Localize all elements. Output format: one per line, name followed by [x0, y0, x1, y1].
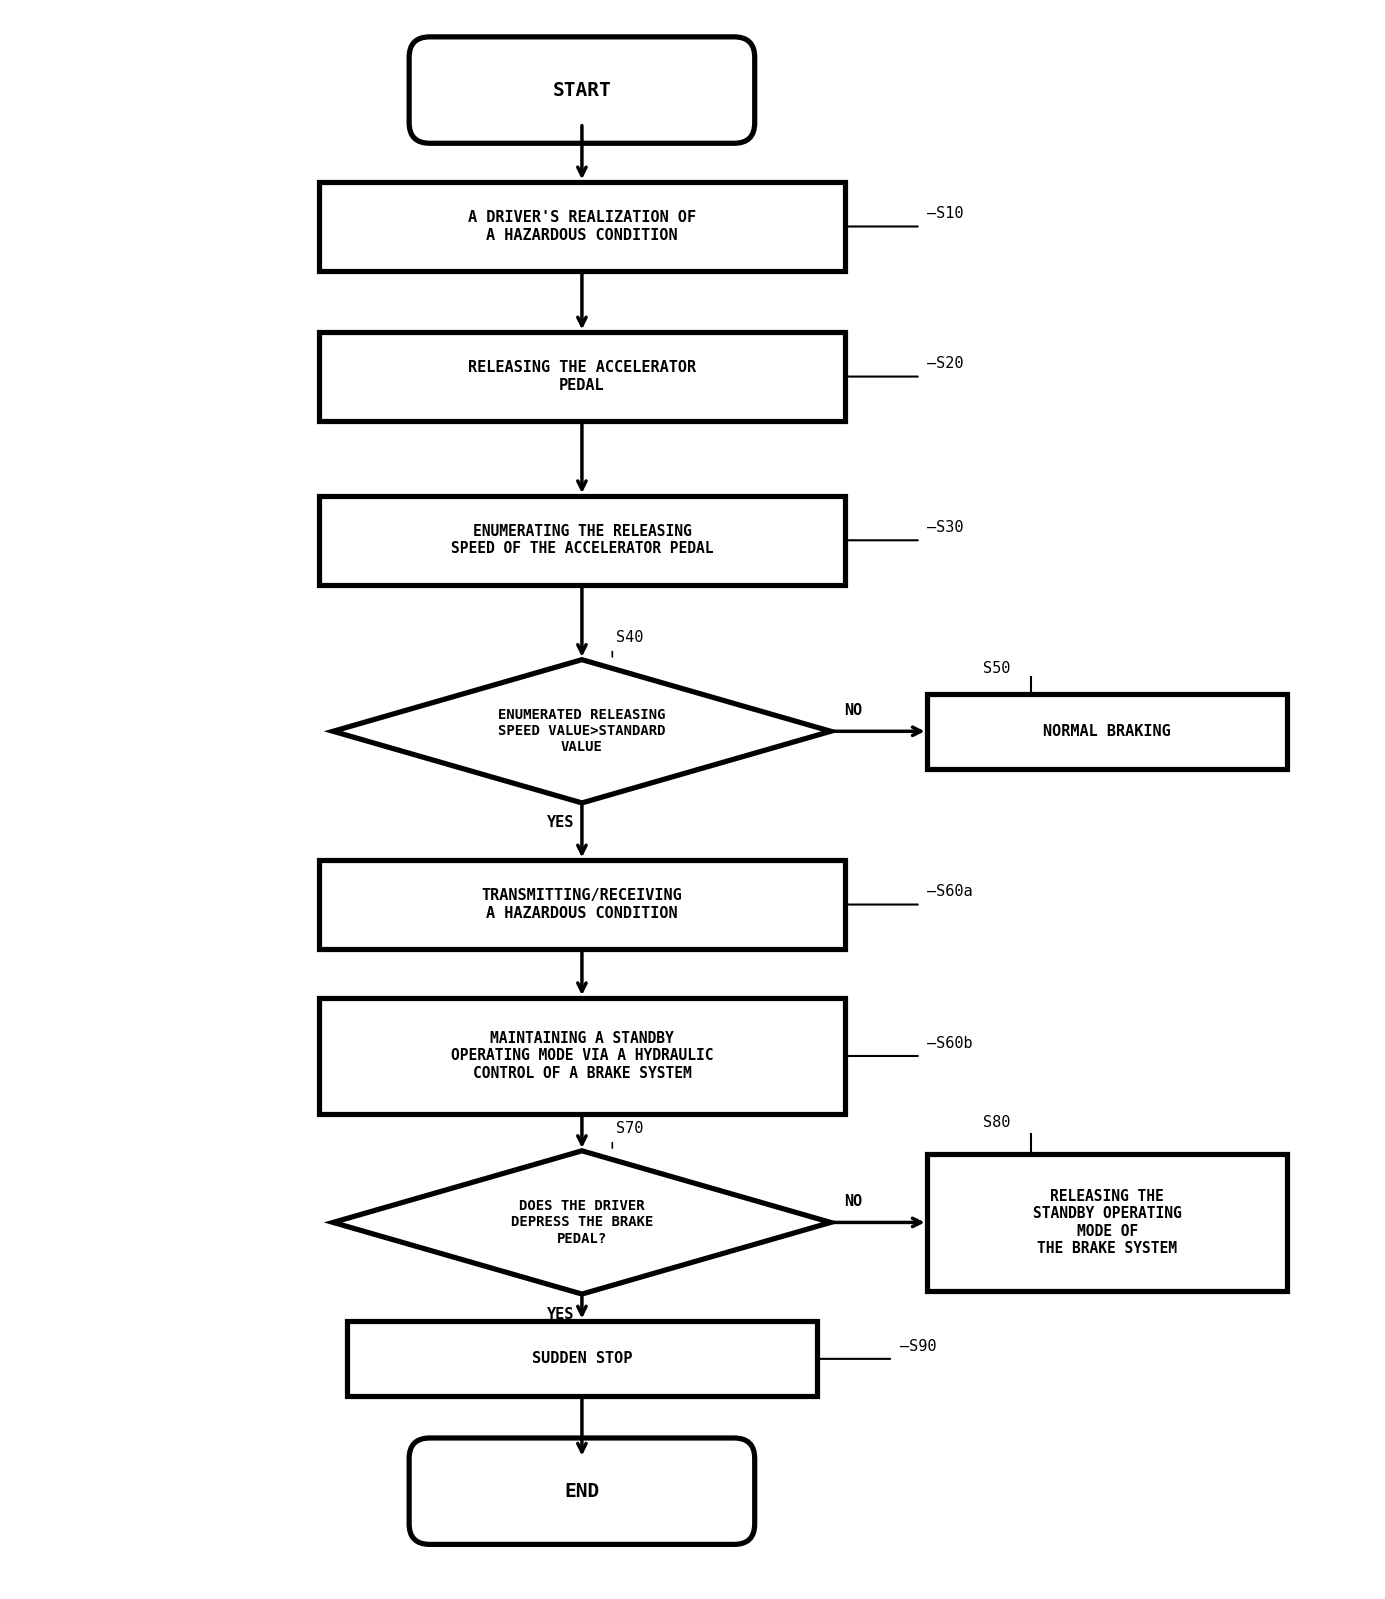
Text: MAINTAINING A STANDBY
OPERATING MODE VIA A HYDRAULIC
CONTROL OF A BRAKE SYSTEM: MAINTAINING A STANDBY OPERATING MODE VIA… [450, 1031, 713, 1081]
Text: ENUMERATED RELEASING
SPEED VALUE>STANDARD
VALUE: ENUMERATED RELEASING SPEED VALUE>STANDAR… [499, 708, 666, 755]
Text: YES: YES [547, 815, 575, 830]
Text: NORMAL BRAKING: NORMAL BRAKING [1043, 724, 1172, 739]
FancyBboxPatch shape [409, 37, 755, 144]
Text: —S10: —S10 [928, 206, 964, 221]
Bar [320, 998, 845, 1115]
Text: —S90: —S90 [900, 1338, 936, 1354]
Text: END: END [564, 1482, 600, 1501]
Text: DOES THE DRIVER
DEPRESS THE BRAKE
PEDAL?: DOES THE DRIVER DEPRESS THE BRAKE PEDAL? [511, 1199, 654, 1246]
Text: —S60b: —S60b [928, 1036, 974, 1051]
Bar [928, 1154, 1287, 1290]
Bar [320, 182, 845, 270]
Text: YES: YES [547, 1306, 575, 1322]
Text: RELEASING THE
STANDBY OPERATING
MODE OF
THE BRAKE SYSTEM: RELEASING THE STANDBY OPERATING MODE OF … [1033, 1188, 1181, 1257]
Text: S80: S80 [983, 1115, 1010, 1130]
Text: S50: S50 [983, 662, 1010, 676]
Text: START: START [553, 80, 611, 99]
Bar [320, 496, 845, 585]
Text: S40: S40 [616, 630, 644, 644]
Text: S70: S70 [616, 1121, 644, 1135]
Text: TRANSMITTING/RECEIVING
A HAZARDOUS CONDITION: TRANSMITTING/RECEIVING A HAZARDOUS CONDI… [482, 889, 683, 921]
Bar [348, 1321, 817, 1396]
Text: —S60a: —S60a [928, 884, 974, 899]
Text: A DRIVER'S REALIZATION OF
A HAZARDOUS CONDITION: A DRIVER'S REALIZATION OF A HAZARDOUS CO… [468, 211, 697, 243]
Polygon shape [334, 1151, 831, 1294]
Text: SUDDEN STOP: SUDDEN STOP [532, 1351, 632, 1367]
Bar [928, 694, 1287, 769]
Text: RELEASING THE ACCELERATOR
PEDAL: RELEASING THE ACCELERATOR PEDAL [468, 360, 697, 393]
Text: ENUMERATING THE RELEASING
SPEED OF THE ACCELERATOR PEDAL: ENUMERATING THE RELEASING SPEED OF THE A… [450, 524, 713, 556]
Bar [320, 860, 845, 948]
Text: NO: NO [845, 704, 863, 718]
Text: —S30: —S30 [928, 520, 964, 536]
Bar [320, 333, 845, 421]
Text: NO: NO [845, 1194, 863, 1209]
Polygon shape [334, 660, 831, 803]
Text: —S20: —S20 [928, 357, 964, 371]
FancyBboxPatch shape [409, 1438, 755, 1545]
